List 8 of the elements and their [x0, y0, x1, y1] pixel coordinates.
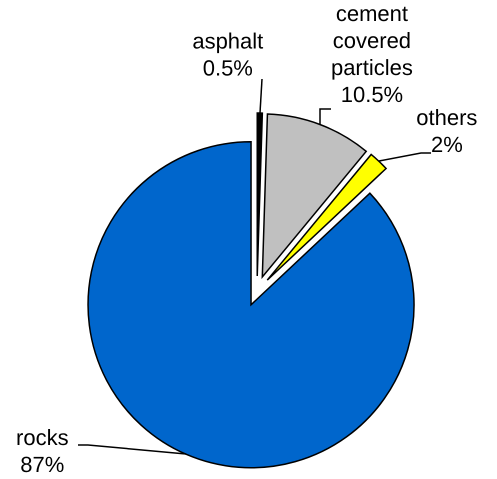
slice-label: asphalt	[192, 28, 264, 54]
data-label: 10.5%	[340, 82, 404, 108]
slice-label: cement covered particles	[330, 1, 413, 80]
slice-label: others	[416, 104, 478, 130]
data-label: 0.5%	[202, 56, 253, 81]
slice-label: rocks	[16, 424, 69, 450]
data-label: 2%	[430, 132, 463, 157]
data-label: 87%	[20, 452, 64, 477]
